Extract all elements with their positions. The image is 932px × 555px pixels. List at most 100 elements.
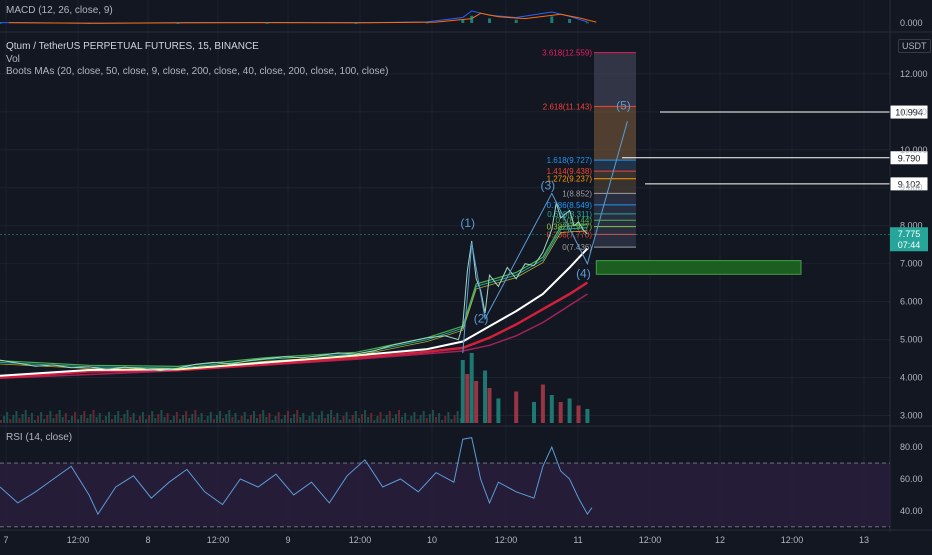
macd-pane (0, 10, 597, 24)
volume-bar (364, 410, 367, 423)
level-price-tag (889, 150, 929, 166)
elliott-wave-path (462, 121, 628, 353)
currency-badge[interactable]: USDT (898, 39, 931, 53)
volume-bar (435, 417, 438, 423)
volume-bar (24, 410, 27, 423)
volume-bar (252, 411, 255, 423)
volume-bar (385, 415, 388, 423)
volume-bar (453, 415, 456, 423)
volume-bar (360, 414, 363, 423)
volume-bar (354, 411, 357, 423)
volume-bar (299, 417, 302, 423)
volume-bar (135, 420, 138, 423)
rsi-indicator-label[interactable]: RSI (14, close) (6, 432, 73, 443)
volume-bar (172, 416, 175, 423)
volume-bar (274, 416, 277, 423)
volume-bar (357, 418, 360, 423)
volume-bar (428, 414, 431, 423)
time-axis-label: 12:00 (781, 535, 804, 545)
fib-level-label: 3.618(12.559) (542, 49, 592, 58)
volume-bar (80, 415, 83, 423)
time-axis-label: 12:00 (639, 535, 662, 545)
volume-bar (219, 411, 222, 423)
price-axis-label: 8.000 (900, 221, 923, 231)
volume-bar (465, 374, 470, 423)
price-axis[interactable]: 12.000 11.000 10.000 9.000 8.000 7.000 6.000 5.… (890, 18, 928, 516)
fib-level-label: 1.272(9.237) (547, 175, 593, 184)
ma-9-line (0, 230, 588, 371)
volume-bar (154, 418, 157, 423)
target-zone-box (595, 260, 802, 275)
wave-label: (1) (460, 216, 475, 230)
time-axis[interactable]: 7 12:00 8 12:00 9 12:00 10 12:00 11 12:00 12 12:00 1… (3, 535, 869, 545)
volume-bar (160, 410, 163, 423)
macd-histogram-bar (425, 22, 429, 24)
volume-bar (444, 416, 447, 423)
horizontal-levels[interactable]: 10.994 9.790 9.102 (622, 104, 929, 192)
volume-bar (398, 410, 401, 423)
volume-bar (246, 419, 249, 423)
price-axis-label: 3.000 (900, 411, 923, 421)
volume-bar (61, 417, 64, 423)
volume-bar (70, 416, 73, 423)
moving-average-indicator-label[interactable]: Boots MAs (20, close, 50, close, 9, clos… (6, 66, 389, 77)
volume-bar (222, 418, 225, 423)
volume-bar (376, 416, 379, 423)
volume-bar (277, 412, 280, 423)
volume-bar (126, 410, 129, 423)
volume-bar (166, 413, 169, 423)
fib-level-label: 0.5(8.144) (556, 216, 593, 225)
volume-bar (317, 415, 320, 423)
volume-bar (141, 412, 144, 423)
macd-indicator-label[interactable]: MACD (12, 26, close, 9) (6, 5, 113, 16)
volume-indicator-label[interactable]: Vol (6, 54, 20, 65)
volume-bar (206, 416, 209, 423)
volume-bar (271, 420, 274, 423)
fib-extension-tool[interactable]: 3.618(12.559) 2.618(11.143) 1.618(9.727) 1.… (542, 49, 636, 252)
volume-bar (49, 411, 52, 423)
volume-bar (95, 417, 98, 423)
volume-bar (320, 411, 323, 423)
rsi-axis-label: 80.00 (900, 442, 923, 452)
volume-bar (215, 415, 218, 423)
volume-bar (447, 412, 450, 423)
volume-bar (148, 415, 151, 423)
elliott-wave-drawing[interactable]: (1) (2) (3) (4) (5) (460, 98, 631, 353)
volume-bar (231, 417, 234, 423)
volume-bars (0, 353, 590, 423)
rsi-axis-label: 60.00 (900, 474, 923, 484)
price-axis-label: 4.000 (900, 373, 923, 383)
price-line (0, 202, 890, 372)
volume-bar (585, 409, 590, 423)
rsi-axis-label: 40.00 (900, 506, 923, 516)
volume-bar (194, 410, 197, 423)
volume-bar (450, 419, 453, 423)
volume-bar (243, 412, 246, 423)
symbol-title[interactable]: Qtum / TetherUS PERPETUAL FUTURES, 15, B… (6, 41, 259, 52)
macd-histogram-bar (488, 18, 491, 23)
rsi-band-fill (0, 463, 890, 527)
target-zone[interactable] (595, 260, 802, 275)
wave-label: (5) (616, 98, 631, 112)
volume-bar (268, 413, 271, 423)
volume-bar (197, 417, 200, 423)
volume-bar (576, 405, 581, 423)
fib-level-label: 0.618(8.311) (547, 210, 592, 219)
price-axis-label: 9.000 (900, 183, 923, 193)
volume-bar (52, 418, 55, 423)
volume-bar (145, 419, 148, 423)
volume-bar (86, 418, 89, 423)
volume-bar (336, 413, 339, 423)
volume-bar (67, 420, 70, 423)
ma-20-line (0, 224, 588, 368)
rsi-line (0, 437, 593, 516)
price-axis-label: 6.000 (900, 297, 923, 307)
volume-bar (549, 395, 554, 423)
volume-bar (425, 418, 428, 423)
volume-bar (117, 411, 120, 423)
volume-bar (129, 417, 132, 423)
time-axis-label: 12 (715, 535, 725, 545)
volume-bar (469, 353, 474, 423)
